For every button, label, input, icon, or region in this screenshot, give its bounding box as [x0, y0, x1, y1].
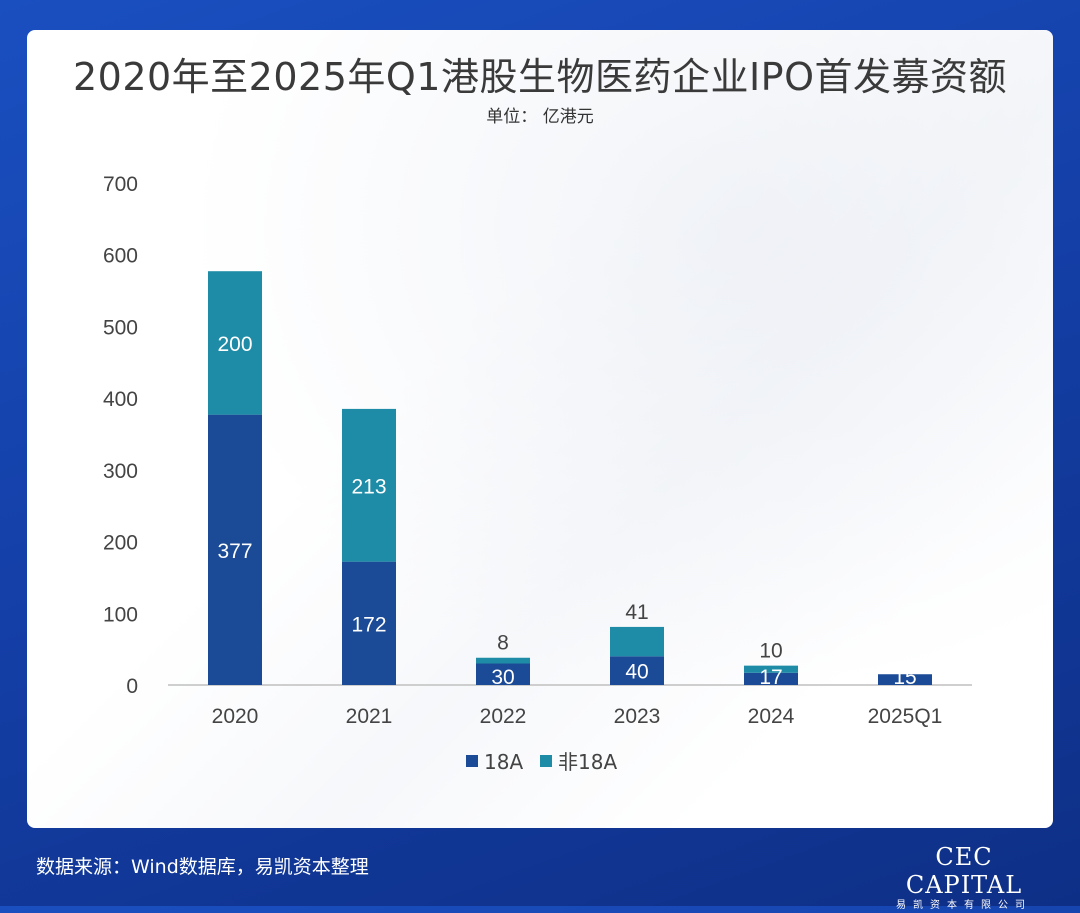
- x-tick-label: 2020: [212, 705, 259, 728]
- y-tick-label: 700: [103, 173, 138, 196]
- bar-non18a-2023: [610, 626, 664, 657]
- data-label-18a-2021: 172: [351, 613, 386, 636]
- y-tick-label: 500: [103, 316, 138, 339]
- y-tick-label: 0: [126, 675, 138, 698]
- bar-18a-2022: [476, 663, 530, 685]
- data-source-note: 数据来源：Wind数据库，易凯资本整理: [36, 856, 369, 878]
- data-label-18a-2022: 30: [491, 666, 514, 689]
- bar-18a-2025Q1: [878, 674, 932, 685]
- data-label-non18a-2022: 8: [497, 632, 509, 655]
- y-tick-label: 300: [103, 460, 138, 483]
- legend-label-18a: 18A: [484, 750, 523, 774]
- legend-swatch-non18a: [540, 755, 552, 767]
- bar-non18a-2020: [208, 271, 262, 415]
- legend-label-non18a: 非18A: [558, 750, 617, 774]
- unit-label: 单位： 亿港元: [486, 107, 594, 127]
- bar-non18a-2024: [744, 665, 798, 673]
- x-tick-label: 2025Q1: [868, 705, 943, 728]
- bar-18a-2023: [610, 656, 664, 685]
- card-background-sheen: [27, 30, 1053, 828]
- data-label-non18a-2024: 10: [759, 640, 782, 663]
- chart-title: 2020年至2025年Q1港股生物医药企业IPO首发募资额: [72, 55, 1008, 99]
- data-label-non18a-2023: 41: [625, 601, 648, 624]
- y-tick-label: 200: [103, 532, 138, 555]
- logo-text: CEC CAPITAL: [905, 843, 1023, 899]
- data-label-18a-2023: 40: [625, 661, 648, 684]
- x-tick-label: 2024: [748, 705, 795, 728]
- company-logo: CEC CAPITAL 易凯资本有限公司: [874, 843, 1054, 911]
- bar-non18a-2022: [476, 657, 530, 664]
- bar-non18a-2021: [342, 408, 396, 562]
- bar-18a-2021: [342, 561, 396, 685]
- data-label-18a-2025Q1: 15: [893, 666, 916, 689]
- y-tick-label: 100: [103, 603, 138, 626]
- data-label-non18a-2021: 213: [351, 475, 386, 498]
- x-tick-label: 2022: [480, 705, 527, 728]
- x-tick-label: 2023: [614, 705, 661, 728]
- data-label-18a-2024: 17: [759, 666, 782, 689]
- data-label-18a-2020: 377: [217, 540, 252, 563]
- legend-swatch-18a: [466, 755, 478, 767]
- data-label-non18a-2020: 200: [217, 333, 252, 356]
- x-tick-label: 2021: [346, 705, 393, 728]
- bar-18a-2024: [744, 672, 798, 685]
- logo-subtext: 易凯资本有限公司: [896, 900, 1032, 911]
- y-tick-label: 400: [103, 388, 138, 411]
- y-tick-label: 600: [103, 245, 138, 268]
- chart-card: 2020年至2025年Q1港股生物医药企业IPO首发募资额 单位： 亿港元: [27, 30, 1053, 828]
- bar-18a-2020: [208, 414, 262, 685]
